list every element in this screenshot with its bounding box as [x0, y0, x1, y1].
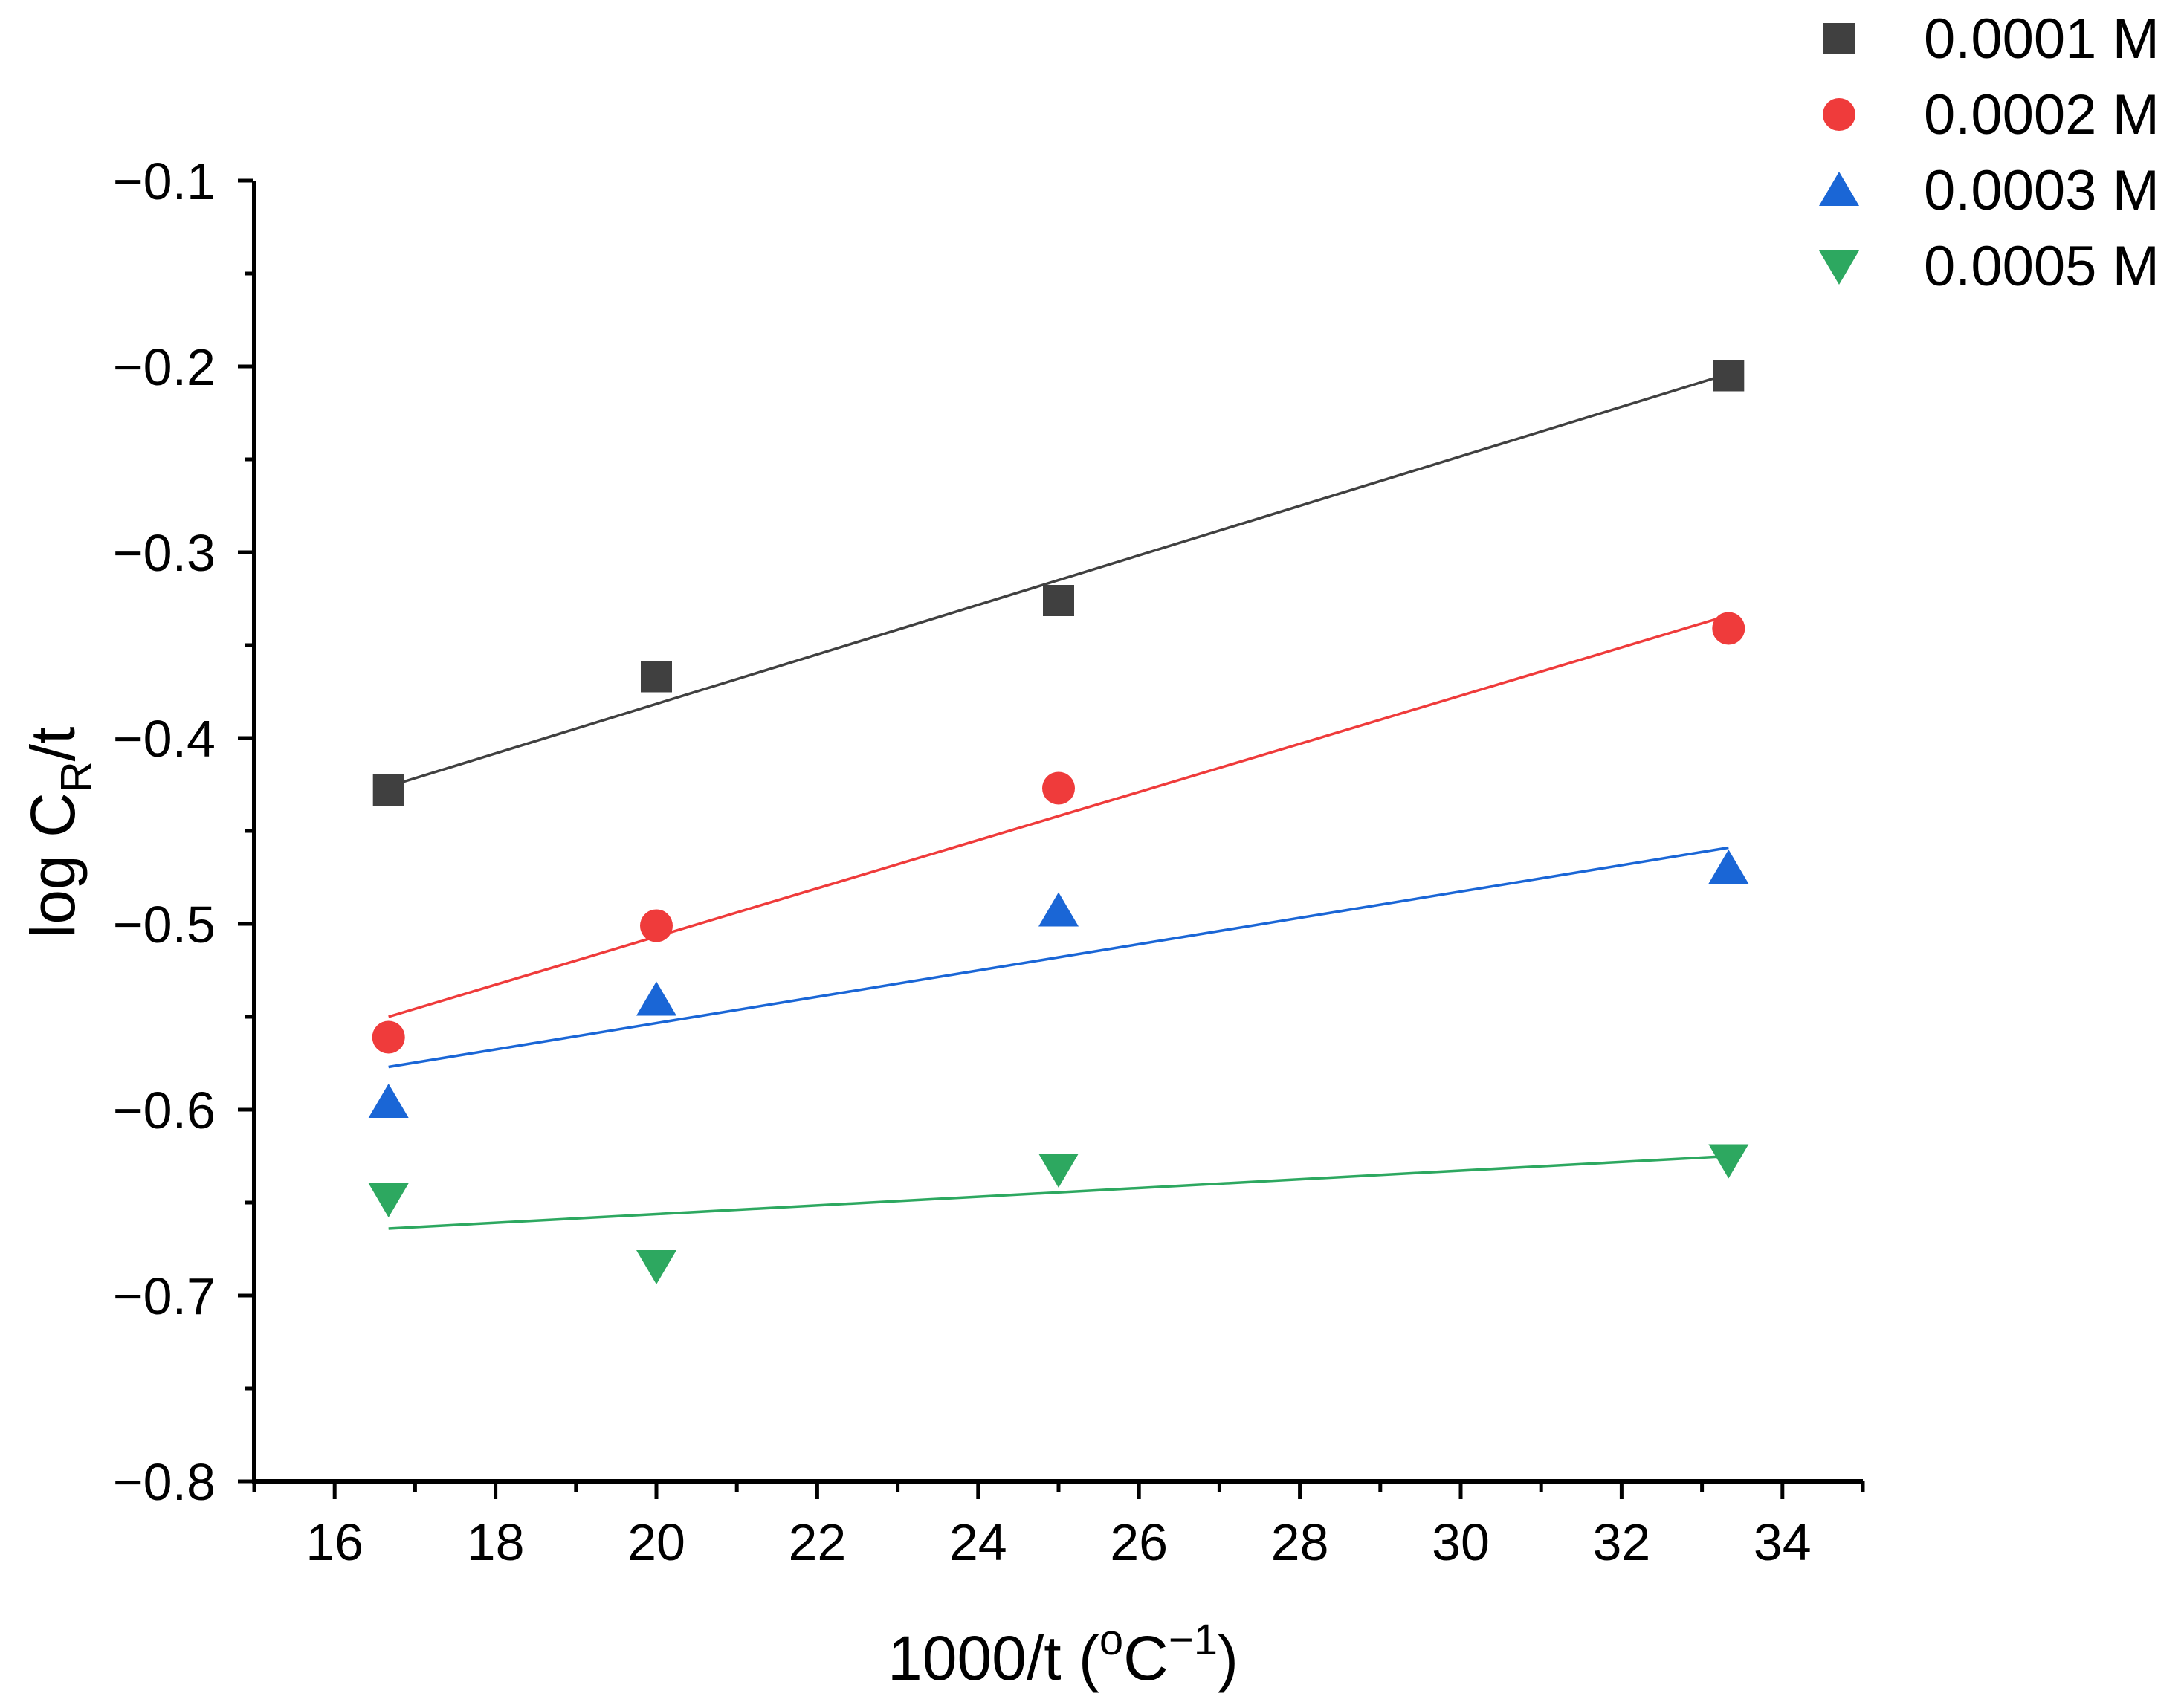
legend-label: 0.0001 M: [1924, 7, 2159, 71]
x-tick-label: 24: [949, 1513, 1007, 1571]
data-point: [1038, 892, 1079, 927]
data-point: [368, 1084, 409, 1118]
fit-line: [388, 1154, 1729, 1230]
x-tick-label: 32: [1592, 1513, 1650, 1571]
y-tick-label: −0.7: [113, 1267, 216, 1325]
x-axis-title: 1000/t (oC−1): [888, 1616, 1238, 1693]
data-point: [640, 909, 673, 942]
y-tick-label: −0.4: [113, 710, 216, 768]
data-point: [1042, 771, 1075, 805]
legend-marker: [1819, 250, 1859, 285]
fit-line: [388, 846, 1729, 1069]
legend: 0.0001 M 0.0002 M 0.0003 M 0.0005 M: [1819, 7, 2159, 298]
x-axis-title-unit: C: [1123, 1623, 1169, 1693]
x-tick-label: 16: [306, 1513, 364, 1571]
x-tick-label: 34: [1754, 1513, 1812, 1571]
x-tick-label: 28: [1271, 1513, 1329, 1571]
data-point: [1712, 612, 1745, 645]
x-tick-label: 20: [627, 1513, 685, 1571]
y-axis-title-main: log C: [18, 792, 88, 938]
x-tick-label: 22: [788, 1513, 846, 1571]
fit-lines: [388, 372, 1729, 1230]
data-point: [1713, 360, 1745, 392]
x-axis-title-main: 1000/t (: [888, 1623, 1099, 1693]
data-point: [641, 661, 672, 693]
y-tick-label: −0.3: [113, 524, 216, 582]
legend-marker: [1823, 98, 1855, 131]
x-axis-title-close: ): [1218, 1623, 1238, 1693]
fit-line: [388, 372, 1729, 788]
data-point: [1038, 1154, 1079, 1188]
data-points: [368, 360, 1749, 1284]
x-ticks: 16 18 20 22 24 26 28 30 32 34: [252, 1481, 1865, 1571]
data-point: [636, 981, 676, 1016]
y-ticks: −0.1 −0.2 −0.3 −0.4 −0.5 −0.6 −0.7 −0.8: [113, 152, 254, 1511]
data-point: [1708, 850, 1749, 884]
y-tick-label: −0.5: [113, 896, 216, 954]
data-point: [372, 774, 404, 806]
x-axis-title-exponent: −1: [1169, 1616, 1218, 1664]
data-point: [1043, 585, 1074, 616]
fit-line: [388, 614, 1729, 1018]
y-axis-title-sub: R: [52, 761, 100, 792]
legend-label: 0.0002 M: [1924, 83, 2159, 146]
y-tick-label: −0.1: [113, 152, 216, 210]
y-tick-label: −0.6: [113, 1081, 216, 1139]
legend-marker: [1823, 23, 1855, 54]
x-tick-label: 26: [1110, 1513, 1168, 1571]
y-tick-label: −0.2: [113, 338, 216, 396]
x-tick-label: 30: [1432, 1513, 1490, 1571]
data-point: [1708, 1144, 1749, 1179]
legend-label: 0.0003 M: [1924, 159, 2159, 222]
y-axis-title: log CR/t: [18, 727, 100, 939]
legend-marker: [1819, 172, 1859, 206]
data-point: [368, 1183, 409, 1217]
data-point: [636, 1250, 676, 1284]
data-point: [372, 1020, 405, 1054]
y-axis-title-tail: /t: [18, 727, 88, 762]
x-tick-label: 18: [467, 1513, 525, 1571]
y-tick-label: −0.8: [113, 1453, 216, 1511]
x-axis-title-degree: o: [1099, 1616, 1123, 1664]
legend-label: 0.0005 M: [1924, 235, 2159, 298]
